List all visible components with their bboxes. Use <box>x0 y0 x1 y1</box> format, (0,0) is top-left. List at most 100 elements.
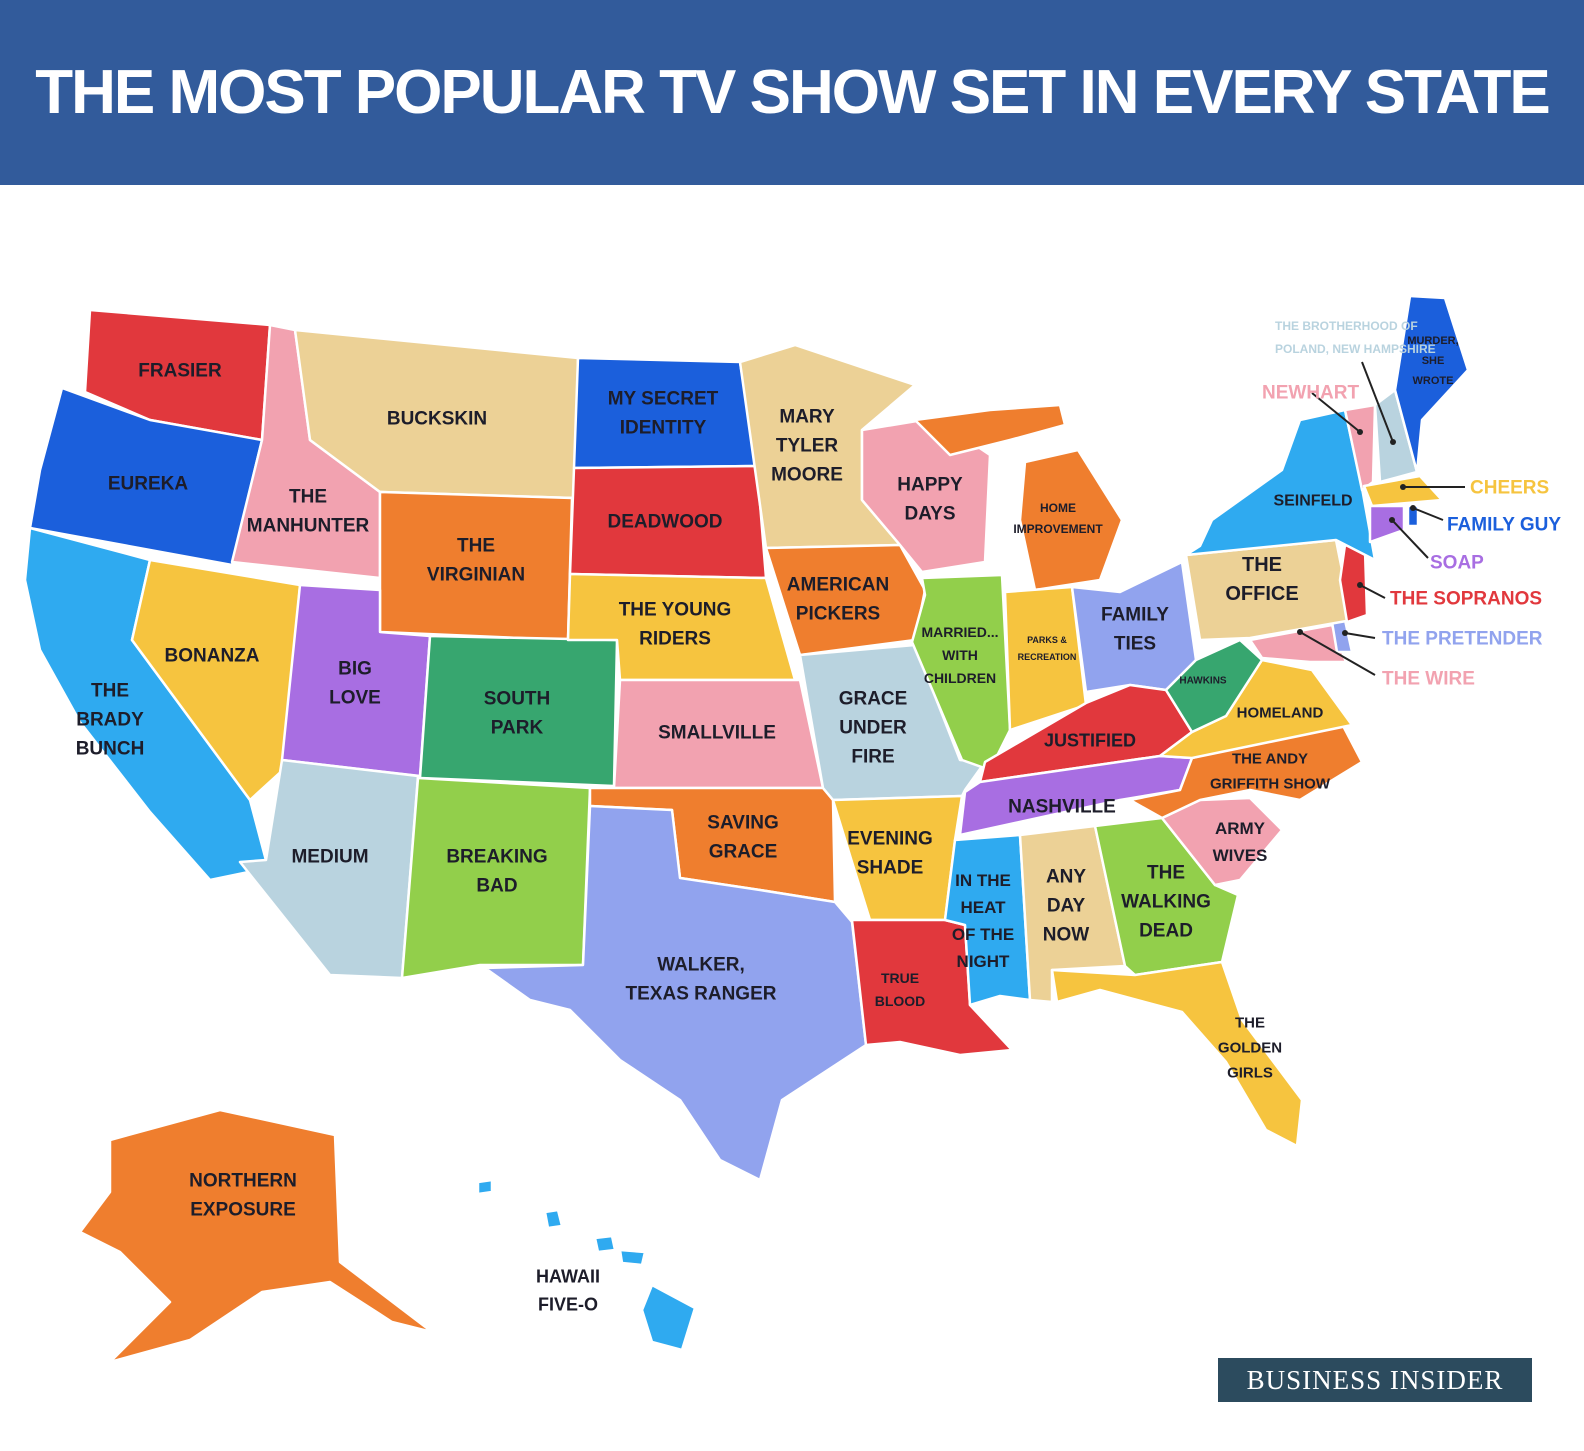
leader-line <box>1359 584 1386 599</box>
page-title: THE MOST POPULAR TV SHOW SET IN EVERY ST… <box>35 58 1551 127</box>
state-shape <box>1248 623 1348 664</box>
show-label: HAPPY <box>897 475 963 496</box>
show-label: WROTE <box>1413 375 1454 387</box>
show-label: GRIFFITH SHOW <box>1210 775 1331 792</box>
leader-dot <box>1389 517 1395 523</box>
show-label: GRACE <box>709 842 778 863</box>
show-label: THE <box>91 681 129 702</box>
state-shape <box>910 573 1012 772</box>
show-label: FRASIER <box>138 361 222 382</box>
leader-line <box>1361 361 1394 443</box>
state-mi <box>913 403 1124 592</box>
show-label: NEWHART <box>1262 383 1359 404</box>
state-shape <box>1128 718 1364 820</box>
state-me <box>1393 294 1470 474</box>
show-label: PICKERS <box>796 604 880 625</box>
state-tx <box>483 804 868 1182</box>
state-ct <box>1368 504 1406 544</box>
leader-dot <box>1357 582 1363 588</box>
state-shape <box>1330 618 1354 654</box>
show-label: CHEERS <box>1470 478 1549 499</box>
show-label: MARY <box>779 407 835 428</box>
state-shape <box>543 1208 564 1230</box>
state-ma <box>1362 474 1444 508</box>
show-label: HAWAII <box>536 1266 600 1286</box>
show-label: WALKING <box>1121 892 1211 913</box>
leader-dot <box>1390 439 1396 445</box>
title-banner: THE MOST POPULAR TV SHOW SET IN EVERY ST… <box>0 0 1584 185</box>
show-label: NASHVILLE <box>1008 797 1116 818</box>
show-label: ANY <box>1046 867 1086 888</box>
state-nd <box>572 356 759 470</box>
state-shape <box>913 403 1067 457</box>
state-az <box>238 758 420 980</box>
show-label: HOME <box>1040 501 1076 515</box>
show-label: EXPOSURE <box>190 1200 296 1221</box>
state-shape <box>1338 543 1369 624</box>
show-label: VIRGINIAN <box>427 565 525 586</box>
state-shape <box>238 758 420 980</box>
state-shape <box>764 543 927 657</box>
show-label: GIRLS <box>1227 1064 1273 1081</box>
leader-line <box>1311 392 1361 433</box>
show-label: WITH <box>942 647 978 663</box>
state-nj <box>1338 543 1369 624</box>
show-label: MURDER, <box>1407 335 1458 347</box>
show-label: THE YOUNG <box>619 600 732 621</box>
show-label: THE <box>289 487 327 508</box>
state-wv <box>1164 638 1264 734</box>
show-label: BUCKSKIN <box>387 409 487 430</box>
show-label: IN THE <box>955 871 1011 890</box>
show-label: GRACE <box>839 689 908 710</box>
leader-line <box>1344 632 1376 639</box>
show-label: THE ANDY <box>1232 750 1308 767</box>
show-label: DEAD <box>1139 921 1193 942</box>
show-label: THE <box>1147 863 1185 884</box>
show-label: POLAND, NEW HAMPSHIRE <box>1275 342 1436 356</box>
show-label: NORTHERN <box>189 1171 297 1192</box>
state-nc <box>1128 718 1364 820</box>
show-label: CHILDREN <box>924 670 996 686</box>
state-shape <box>1184 408 1377 562</box>
show-label: BONANZA <box>165 646 260 667</box>
show-label: BLOOD <box>875 993 926 1009</box>
state-shape <box>618 1248 647 1267</box>
show-label: IMPROVEMENT <box>1013 522 1103 536</box>
state-shape <box>1368 504 1406 544</box>
show-label: UNDER <box>839 718 907 739</box>
show-label: THE <box>1235 1014 1265 1031</box>
state-shape <box>1362 474 1444 508</box>
state-hi <box>476 1178 697 1352</box>
show-label: THE <box>1242 554 1282 576</box>
show-label: MEDIUM <box>291 847 368 868</box>
show-label: FAMILY <box>1101 605 1169 626</box>
show-label: THE SOPRANOS <box>1390 589 1542 610</box>
show-label: GOLDEN <box>1218 1039 1282 1056</box>
show-label: OFFICE <box>1225 583 1298 605</box>
state-ak <box>78 1108 434 1364</box>
show-label: ARMY <box>1215 819 1266 838</box>
state-shape <box>418 634 619 788</box>
show-label: PARKS & <box>1027 635 1067 645</box>
leader-dot <box>1400 484 1406 490</box>
state-il <box>910 573 1012 772</box>
show-label: THE PRETENDER <box>1382 629 1543 650</box>
show-label: WIVES <box>1213 846 1268 865</box>
state-shape <box>1393 294 1470 474</box>
state-shape <box>572 356 759 470</box>
show-label: FAMILY GUY <box>1447 515 1561 536</box>
show-label: EVENING <box>847 829 933 850</box>
show-label: THE WIRE <box>1382 669 1475 690</box>
show-label: NIGHT <box>957 952 1011 971</box>
state-shape <box>1018 448 1124 592</box>
state-shape <box>1164 638 1264 734</box>
show-label: SMALLVILLE <box>658 723 776 744</box>
show-label: TYLER <box>776 436 839 457</box>
state-co <box>418 634 619 788</box>
leader-dot <box>1410 505 1416 511</box>
show-label: EUREKA <box>108 474 189 495</box>
show-label: SHADE <box>857 858 924 879</box>
state-md <box>1248 623 1348 664</box>
show-label: PARK <box>491 718 544 739</box>
